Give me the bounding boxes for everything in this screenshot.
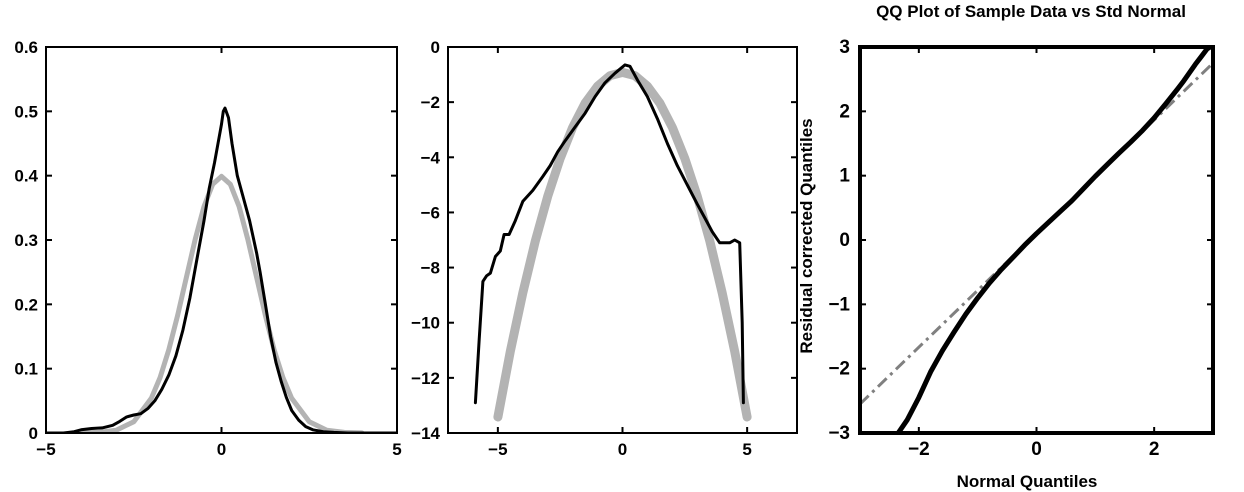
y-tick-label: −2 xyxy=(421,93,440,112)
y-tick-label: −14 xyxy=(411,424,440,443)
series-line-2-0 xyxy=(895,47,1213,433)
y-tick-label: 1 xyxy=(839,166,850,187)
x-tick-label: 5 xyxy=(392,440,401,459)
y-tick-label: 0 xyxy=(839,230,850,251)
y-tick-label: −12 xyxy=(411,369,440,388)
x-tick-label: 0 xyxy=(1031,439,1042,460)
qq-panel: −2 0 2 3 2 1 0 −1 −2 −3 QQ Plot of Sample Data vs… xyxy=(797,2,1215,491)
log-density-plot-area xyxy=(473,63,752,422)
x-tick-label: 5 xyxy=(742,440,751,459)
y-tick-label: 0.4 xyxy=(14,167,38,186)
density-plot-area xyxy=(46,106,397,433)
series-line-0-0 xyxy=(78,173,365,433)
density-axes-frame xyxy=(45,46,398,434)
y-tick-label: −8 xyxy=(421,259,440,278)
y-tick-label: 0.3 xyxy=(14,231,38,250)
qq-x-axis-label: Normal Quantiles xyxy=(957,472,1098,491)
series-line-1-1 xyxy=(473,63,745,405)
y-tick-label: 3 xyxy=(839,37,850,58)
y-tick-label: −10 xyxy=(411,314,440,333)
x-tick-label: −2 xyxy=(908,439,930,460)
y-tick-label: 0.5 xyxy=(14,102,38,121)
y-tick-label: 0.2 xyxy=(14,295,38,314)
log-density-ticks: −5 0 5 0 −2 −4 −6 −8 −10 −12 −14 xyxy=(411,38,797,459)
y-tick-label: −2 xyxy=(828,359,850,380)
qq-plot-area xyxy=(860,47,1213,433)
x-tick-label: −5 xyxy=(36,440,55,459)
y-tick-label: 0 xyxy=(29,424,38,443)
y-tick-label: −4 xyxy=(421,148,441,167)
log-density-axes-frame xyxy=(447,46,798,434)
x-tick-label: −5 xyxy=(488,440,507,459)
density-ticks: −5 0 500.10.20.30.40.50.6 xyxy=(14,38,401,459)
series-line-0-1 xyxy=(46,106,397,433)
y-tick-label: −6 xyxy=(421,203,440,222)
x-tick-label: 0 xyxy=(217,440,226,459)
x-tick-label: 0 xyxy=(618,440,627,459)
y-tick-label: −1 xyxy=(828,294,850,315)
density-panel: −5 0 500.10.20.30.40.50.6 xyxy=(14,38,401,459)
y-tick-label: 0 xyxy=(431,38,440,57)
qq-axes-frame xyxy=(858,45,1215,435)
x-tick-label: 2 xyxy=(1149,439,1160,460)
y-tick-label: −3 xyxy=(828,423,850,444)
y-tick-label: 0.6 xyxy=(14,38,38,57)
log-density-panel: −5 0 5 0 −2 −4 −6 −8 −10 −12 −14 xyxy=(411,38,798,459)
qq-ticks: −2 0 2 3 2 1 0 −1 −2 −3 xyxy=(828,37,1213,460)
y-tick-label: 0.1 xyxy=(14,360,38,379)
series-line-1-0 xyxy=(493,67,752,422)
y-tick-label: 2 xyxy=(839,101,850,122)
qq-title: QQ Plot of Sample Data vs Std Normal xyxy=(876,2,1186,21)
qq-y-axis-label: Residual corrected Quantiles xyxy=(797,118,816,353)
